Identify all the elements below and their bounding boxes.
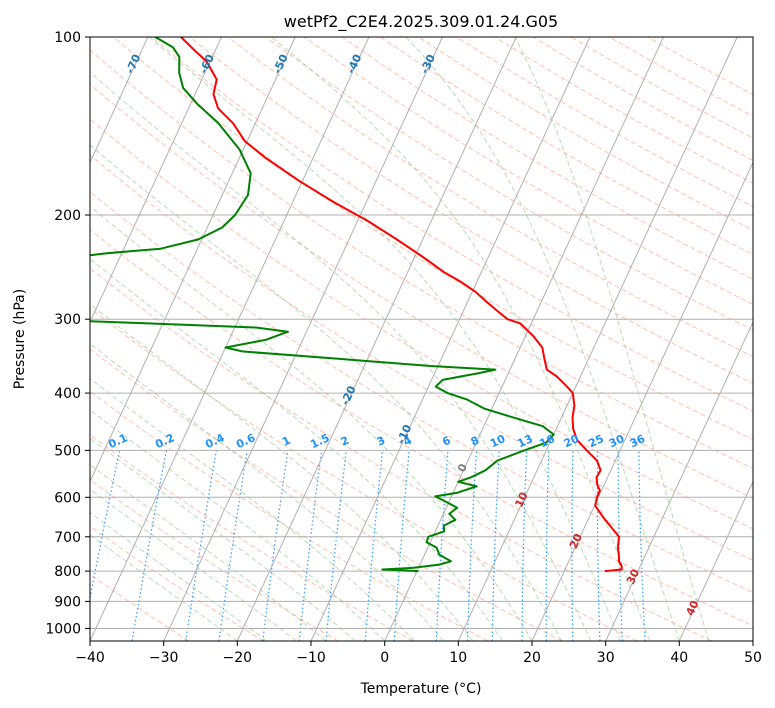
isotherm-line xyxy=(163,37,443,641)
mixing-ratio-label: 36 xyxy=(628,432,648,450)
isotherm-line xyxy=(236,37,517,641)
moist-adiabat-line xyxy=(90,437,356,641)
y-axis-ticks: 100 200 300 400 500 600 700 800 900 1000 xyxy=(45,30,90,638)
mixing-ratio-line xyxy=(262,450,289,641)
y-tick-label: 800 xyxy=(54,564,81,580)
y-tick-label: 100 xyxy=(54,30,81,46)
dry-adiabat-line xyxy=(90,479,339,641)
isotherm-label: 10 xyxy=(512,490,530,510)
pressure-gridlines xyxy=(90,37,753,629)
dry-adiabat-line xyxy=(112,37,753,441)
mixing-ratio-label: 25 xyxy=(586,432,605,450)
x-tick-label: −40 xyxy=(75,650,105,666)
x-tick-label: 50 xyxy=(744,650,762,666)
x-tick-label: 10 xyxy=(449,650,467,666)
moist-adiabat-line xyxy=(90,377,415,641)
dry-adiabat-line xyxy=(90,573,190,641)
moist-adiabat-line xyxy=(90,342,444,641)
mixing-ratio-line xyxy=(325,450,347,641)
isotherm-line xyxy=(384,37,664,641)
mixing-ratio-label: 10 xyxy=(488,432,508,450)
moist-adiabat-line xyxy=(90,144,562,641)
moist-adiabat-line xyxy=(405,37,680,641)
moist-adiabats xyxy=(90,37,710,641)
sounding-series xyxy=(90,37,623,573)
mixing-ratio-label: 20 xyxy=(562,432,582,450)
dry-adiabat-line xyxy=(303,37,753,305)
moist-adiabat-line xyxy=(148,37,621,641)
isotherm-line xyxy=(457,37,738,641)
chart-title: wetPf2_C2E4.2025.309.01.24.G05 xyxy=(284,12,558,32)
isotherm-label: 20 xyxy=(567,531,585,551)
y-tick-label: 600 xyxy=(54,490,81,506)
dry-adiabat-line xyxy=(90,348,563,641)
moist-adiabat-line xyxy=(90,258,503,641)
x-axis-label: Temperature (°C) xyxy=(360,681,482,697)
x-tick-label: 40 xyxy=(670,650,688,666)
dry-adiabat-line xyxy=(90,118,753,530)
mixing-ratio-line xyxy=(185,450,217,641)
x-axis-ticks: −40 −30 −20 −10 0 10 20 30 40 50 xyxy=(75,641,762,666)
dewpoint-profile-line xyxy=(90,37,555,573)
isotherm-line xyxy=(605,320,753,641)
plot-frame xyxy=(89,36,754,642)
dry-adiabat-line xyxy=(90,390,488,641)
isotherm-line xyxy=(678,480,753,641)
y-tick-label: 1000 xyxy=(45,622,81,638)
y-tick-label: 200 xyxy=(54,208,81,224)
mixing-ratio-lines xyxy=(90,450,646,641)
x-tick-label: −20 xyxy=(223,650,253,666)
temperature-profile-line xyxy=(180,37,623,573)
y-tick-label: 700 xyxy=(54,530,81,546)
dry-adiabat-line xyxy=(90,267,712,641)
x-tick-label: 0 xyxy=(380,650,389,666)
dry-adiabat-line xyxy=(90,49,753,470)
moist-adiabat-line xyxy=(90,463,327,641)
isotherm-label: 30 xyxy=(624,567,642,587)
moist-adiabat-line xyxy=(90,205,533,641)
y-tick-label: 500 xyxy=(54,443,81,459)
x-tick-label: 30 xyxy=(597,650,615,666)
dry-adiabat-line xyxy=(151,37,753,412)
moist-adiabat-line xyxy=(514,37,710,641)
mixing-ratio-line xyxy=(298,450,323,641)
dry-adiabat-line xyxy=(90,434,414,641)
isotherm-line xyxy=(531,161,753,641)
mixing-ratio-line xyxy=(218,450,248,641)
mixing-ratio-label: 16 xyxy=(538,432,558,450)
y-tick-label: 300 xyxy=(54,312,81,328)
isotherms xyxy=(90,37,753,641)
y-tick-label: 400 xyxy=(54,386,81,402)
isotherm-line xyxy=(90,37,296,483)
moist-adiabat-line xyxy=(90,534,238,641)
x-tick-label: 20 xyxy=(523,650,541,666)
y-axis-label: Pressure (hPa) xyxy=(12,289,28,389)
mixing-ratio-label: 30 xyxy=(607,432,627,450)
moist-adiabat-line xyxy=(271,37,651,641)
x-tick-label: −10 xyxy=(296,650,326,666)
isotherm-line xyxy=(90,37,149,164)
x-tick-label: −30 xyxy=(149,650,179,666)
mixing-ratio-label: 13 xyxy=(515,432,534,450)
isotherm-label: 40 xyxy=(683,598,701,618)
isotherm-line xyxy=(90,37,370,641)
moist-adiabat-line xyxy=(90,71,592,641)
isotherm-line xyxy=(310,37,591,641)
y-tick-label: 900 xyxy=(54,594,81,610)
isotherm-line xyxy=(90,37,222,324)
